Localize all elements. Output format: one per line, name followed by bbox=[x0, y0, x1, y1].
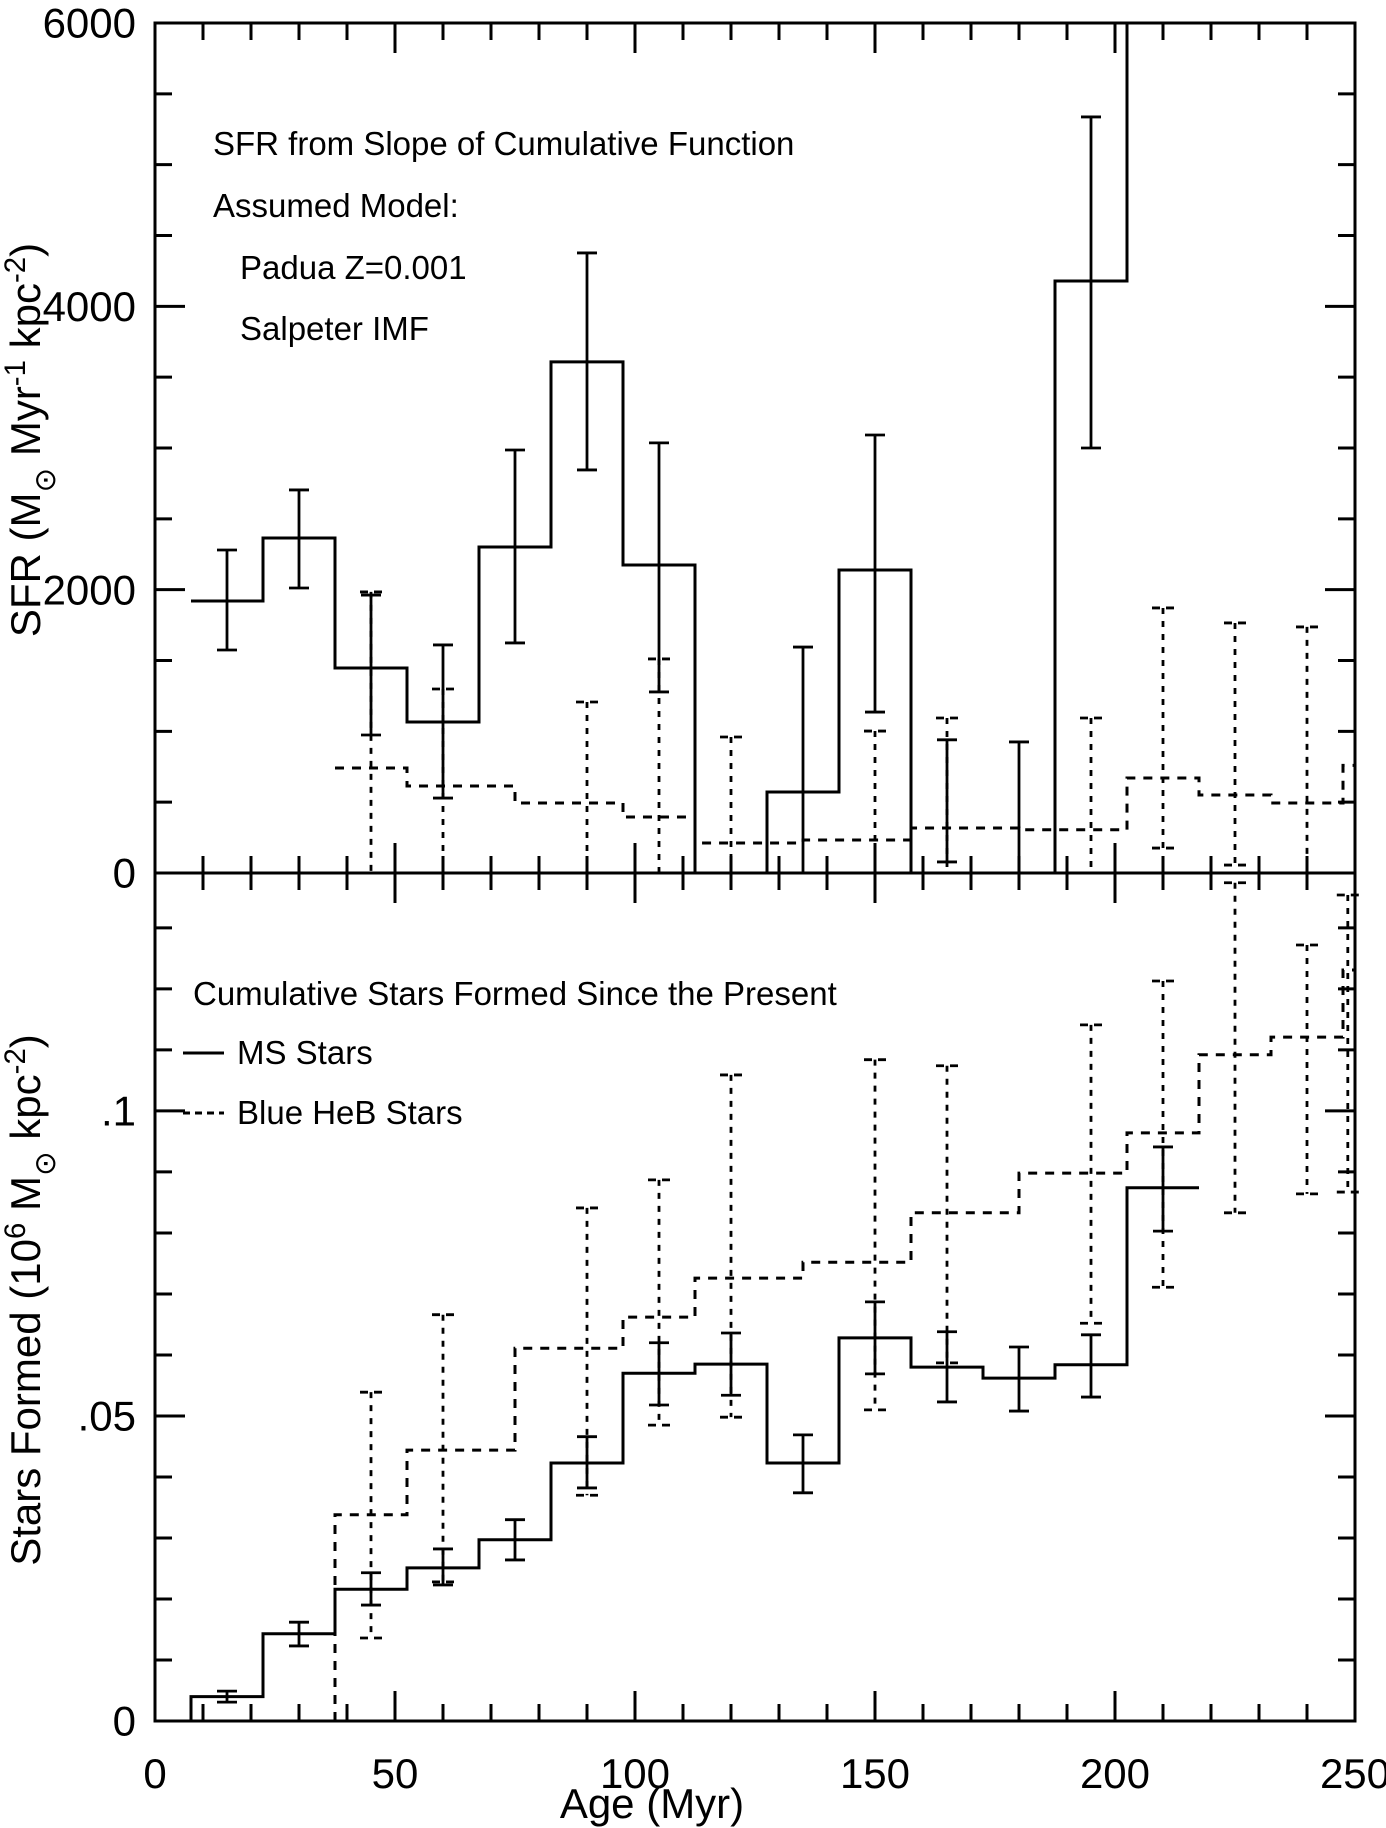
error-bar bbox=[360, 1390, 382, 1640]
error-bar bbox=[289, 1620, 309, 1648]
top-panel-data bbox=[191, 23, 1355, 875]
y-tick-label: .1 bbox=[101, 1088, 136, 1135]
error-bar bbox=[1296, 625, 1318, 873]
error-bar bbox=[1296, 943, 1318, 1196]
legend-label-ms-stars: MS Stars bbox=[237, 1034, 373, 1071]
bottom-panel-data bbox=[189, 881, 1359, 1721]
y-tick-label: 2000 bbox=[43, 566, 136, 613]
error-bar bbox=[793, 1433, 813, 1495]
error-bar bbox=[217, 548, 237, 652]
error-bar bbox=[505, 1518, 525, 1562]
error-bar bbox=[576, 1206, 598, 1497]
error-bar bbox=[432, 687, 454, 873]
axis-ticks bbox=[153, 23, 1357, 1721]
ms-series-bottom bbox=[189, 1145, 1199, 1721]
annotation-isochrone-model: Padua Z=0.001 bbox=[240, 249, 467, 286]
error-bar bbox=[360, 590, 382, 873]
error-bar bbox=[505, 448, 525, 645]
error-bar bbox=[648, 657, 670, 873]
error-bar bbox=[577, 251, 597, 472]
error-bar bbox=[1152, 979, 1174, 1289]
error-bar bbox=[1081, 115, 1101, 450]
legend-label-blue-heb-stars: Blue HeB Stars bbox=[237, 1094, 463, 1131]
error-bar bbox=[1152, 606, 1174, 850]
y-tick-label: 0 bbox=[113, 850, 136, 897]
y-tick-label: 6000 bbox=[43, 0, 136, 47]
blue-heb-series-top bbox=[335, 590, 1355, 873]
error-bar bbox=[865, 433, 885, 714]
solid-step-histogram bbox=[189, 1186, 1199, 1721]
error-bar bbox=[1009, 1345, 1029, 1413]
annotation-assumed-model: Assumed Model: bbox=[213, 187, 459, 224]
y-axis-label-stars-formed: Stars Formed (106 M⊙ kpc-2) bbox=[0, 1034, 62, 1566]
error-bar bbox=[793, 645, 813, 873]
y-tick-label: .05 bbox=[78, 1393, 136, 1440]
error-bar bbox=[1336, 893, 1359, 1194]
annotation-sfr-method: SFR from Slope of Cumulative Function bbox=[213, 125, 794, 162]
x-tick-label: 0 bbox=[143, 1750, 166, 1797]
axis-titles: Age (Myr) SFR (M⊙ Myr-1 kpc-2) Stars For… bbox=[0, 243, 744, 1827]
x-tick-label: 50 bbox=[372, 1750, 419, 1797]
x-tick-label: 200 bbox=[1080, 1750, 1150, 1797]
blue-heb-series-bottom bbox=[333, 881, 1359, 1721]
top-panel-annotations: SFR from Slope of Cumulative Function As… bbox=[213, 125, 794, 347]
y-axis-label-sfr: SFR (M⊙ Myr-1 kpc-2) bbox=[0, 243, 62, 637]
error-bar bbox=[1009, 740, 1029, 873]
error-bar bbox=[648, 1178, 670, 1427]
bottom-panel-legend: Cumulative Stars Formed Since the Presen… bbox=[183, 975, 837, 1131]
error-bar bbox=[720, 735, 742, 873]
error-bar bbox=[864, 729, 886, 873]
error-bar bbox=[1080, 1023, 1102, 1325]
error-bar bbox=[1224, 881, 1246, 1215]
x-axis-label: Age (Myr) bbox=[560, 1780, 744, 1827]
legend-title: Cumulative Stars Formed Since the Presen… bbox=[193, 975, 837, 1012]
error-bar bbox=[576, 700, 598, 873]
error-bar bbox=[936, 1064, 958, 1365]
x-tick-label: 150 bbox=[840, 1750, 910, 1797]
error-bar bbox=[720, 1073, 742, 1419]
error-bar bbox=[936, 716, 958, 873]
y-tick-label: 4000 bbox=[43, 283, 136, 330]
error-bar bbox=[1224, 621, 1246, 867]
error-bar bbox=[1081, 1333, 1101, 1399]
error-bar bbox=[289, 488, 309, 590]
error-bar bbox=[1080, 716, 1102, 873]
x-tick-label: 100 bbox=[600, 1750, 670, 1797]
dotted-step-histogram bbox=[333, 968, 1355, 1721]
y-tick-label: 0 bbox=[113, 1698, 136, 1745]
annotation-imf: Salpeter IMF bbox=[240, 310, 429, 347]
x-tick-label: 250 bbox=[1320, 1750, 1386, 1797]
error-bar bbox=[217, 1689, 237, 1704]
error-bar bbox=[649, 441, 669, 694]
dotted-step-histogram bbox=[335, 763, 1355, 845]
tick-labels: 0 50 100 150 200 250 0 2000 4000 6000 0 .05 .1 bbox=[43, 0, 1386, 1797]
error-bar bbox=[432, 1313, 454, 1584]
error-bar bbox=[864, 1058, 886, 1412]
